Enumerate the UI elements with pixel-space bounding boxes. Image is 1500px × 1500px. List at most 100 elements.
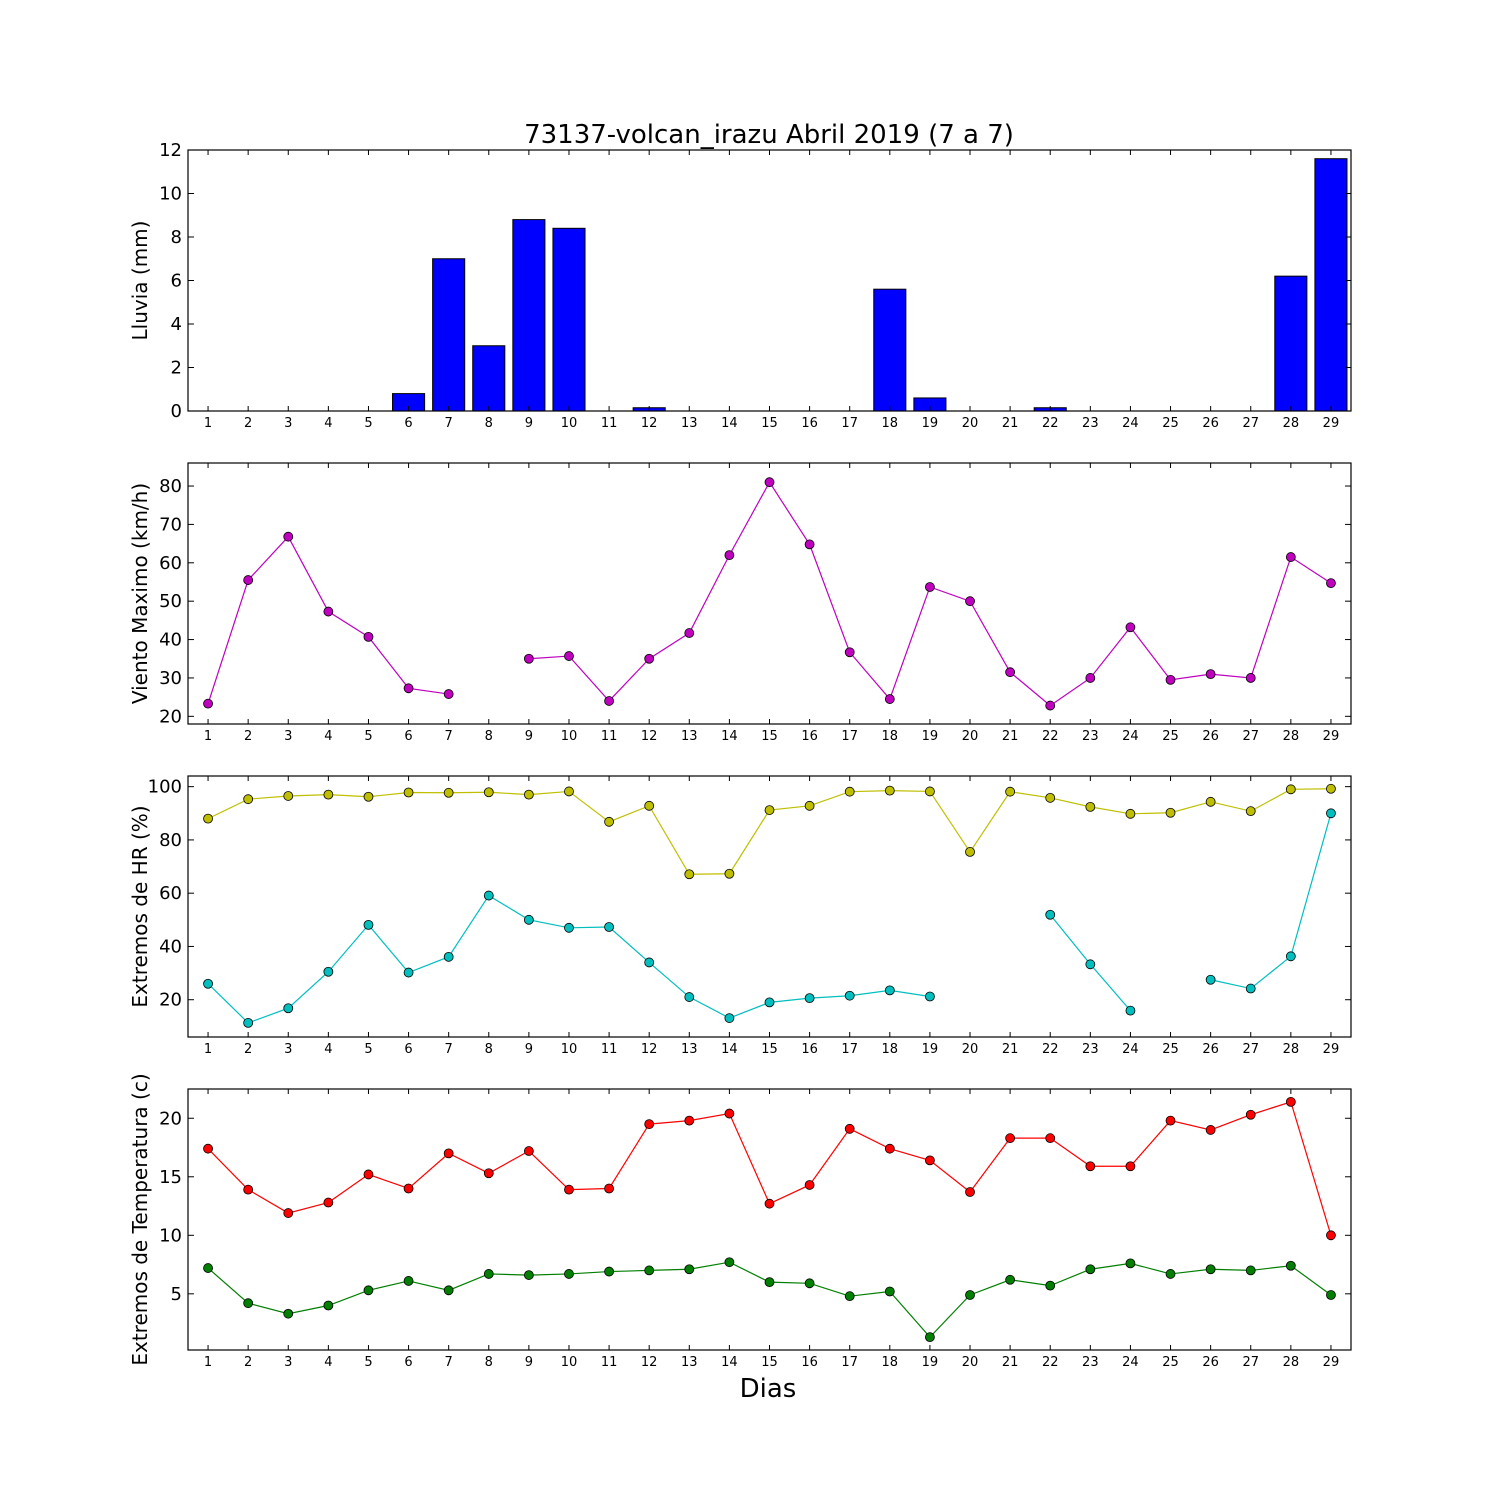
x-tick-label: 7 [445,1355,453,1370]
x-tick-label: 24 [1122,1355,1139,1370]
panel-3-y-axis-label: Extremos de HR (%) [128,805,152,1007]
series-1-point-day-27 [1245,806,1256,817]
y-tick-label: 60 [159,553,182,574]
x-tick-label: 20 [962,729,979,744]
x-tick-label: 8 [485,1355,493,1370]
series-2-point-day-24 [1125,1258,1136,1269]
series-1-point-day-27 [1245,1109,1256,1120]
x-tick-label: 27 [1242,1355,1259,1370]
x-tick-label: 29 [1323,729,1340,744]
x-tick-label: 22 [1042,1042,1059,1057]
series-2-point-day-20 [965,1290,975,1300]
series-1-point-day-7 [443,1148,454,1159]
x-tick-label: 13 [681,416,698,431]
x-tick-label: 17 [841,1042,858,1057]
x-tick-label: 15 [761,416,778,431]
x-tick-label: 1 [204,1355,212,1370]
x-tick-label: 4 [324,416,332,431]
series-2-point-day-7 [443,1285,454,1296]
x-tick-label: 16 [801,1355,818,1370]
x-tick-label: 23 [1082,1042,1099,1057]
y-tick-label: 40 [159,936,182,957]
x-tick-label: 22 [1042,416,1059,431]
series-1-point-day-13 [684,869,695,880]
series-1-point-day-29 [1326,783,1336,794]
x-tick-label: 27 [1242,1042,1259,1057]
series-1-point-day-29 [1326,1230,1336,1241]
x-tick-label: 24 [1122,416,1139,431]
x-tick-label: 9 [525,416,533,431]
series-1-point-day-10 [564,651,574,661]
x-tick-label: 9 [525,1042,533,1057]
x-tick-label: 13 [681,729,698,744]
series-1-point-day-17 [844,786,855,797]
series-1-point-day-27 [1245,673,1256,683]
x-tick-label: 1 [204,1042,212,1057]
x-tick-label: 14 [721,416,738,431]
x-tick-label: 28 [1283,416,1300,431]
x-tick-label: 24 [1122,729,1139,744]
series-2-point-day-23 [1085,1264,1096,1275]
series-1-point-day-21 [1005,786,1016,797]
x-tick-label: 4 [324,1355,332,1370]
bar-day-18 [873,288,907,412]
series-2-point-day-7 [443,951,454,962]
series-1-point-day-20 [965,847,975,857]
series-1-point-day-18 [884,1143,895,1154]
series-1-point-day-15 [764,805,775,815]
series-2-point-day-5 [363,1285,374,1296]
y-tick-label: 80 [159,476,182,497]
series-2-point-day-9 [523,914,534,925]
series-2-point-day-10 [564,922,574,933]
x-tick-label: 7 [445,1042,453,1057]
x-tick-label: 2 [244,1042,252,1057]
series-1-point-day-6 [403,787,414,798]
x-axis-label: Dias [740,1374,797,1404]
series-2-point-day-2 [243,1017,254,1028]
series-2-point-day-12 [644,1265,655,1276]
y-tick-label: 8 [171,227,182,248]
x-tick-label: 8 [485,416,493,431]
series-1-point-day-13 [684,628,695,638]
x-tick-label: 17 [841,416,858,431]
x-tick-label: 22 [1042,1355,1059,1370]
series-2-point-day-6 [403,1276,414,1286]
x-tick-label: 18 [882,729,899,744]
series-1-point-day-25 [1165,807,1176,818]
series-2-point-day-1 [203,978,213,989]
x-tick-label: 12 [641,1355,658,1370]
y-tick-label: 30 [159,668,182,689]
series-1-point-day-1 [203,698,213,709]
x-tick-label: 14 [721,1355,738,1370]
series-1-point-day-24 [1125,1161,1136,1172]
series-1-point-day-4 [323,789,334,800]
x-tick-label: 4 [324,1042,332,1057]
y-tick-label: 12 [159,140,182,161]
series-2-point-day-15 [764,997,775,1008]
x-tick-label: 25 [1162,416,1179,431]
series-1-point-day-26 [1205,669,1216,679]
bar-day-8 [472,345,506,412]
x-tick-label: 3 [284,1042,292,1057]
y-tick-label: 100 [148,777,182,798]
series-2-point-day-16 [804,1278,815,1289]
x-tick-label: 29 [1323,1042,1340,1057]
series-2-point-day-10 [564,1269,574,1279]
series-2-point-day-19 [925,1332,935,1343]
series-2-point-day-29 [1326,1290,1336,1300]
x-tick-label: 20 [962,416,979,431]
series-2-point-day-15 [764,1277,775,1288]
series-2-point-day-22 [1045,1280,1056,1291]
x-tick-label: 15 [761,1042,778,1057]
series-1-point-day-16 [804,800,815,811]
series-1-point-day-4 [323,606,334,617]
y-tick-label: 2 [171,358,182,379]
series-1-point-day-9 [523,1146,534,1156]
x-tick-label: 18 [882,1042,899,1057]
series-2-point-day-2 [243,1298,254,1309]
series-2-point-day-3 [283,1003,294,1014]
series-1-point-day-20 [965,596,975,607]
